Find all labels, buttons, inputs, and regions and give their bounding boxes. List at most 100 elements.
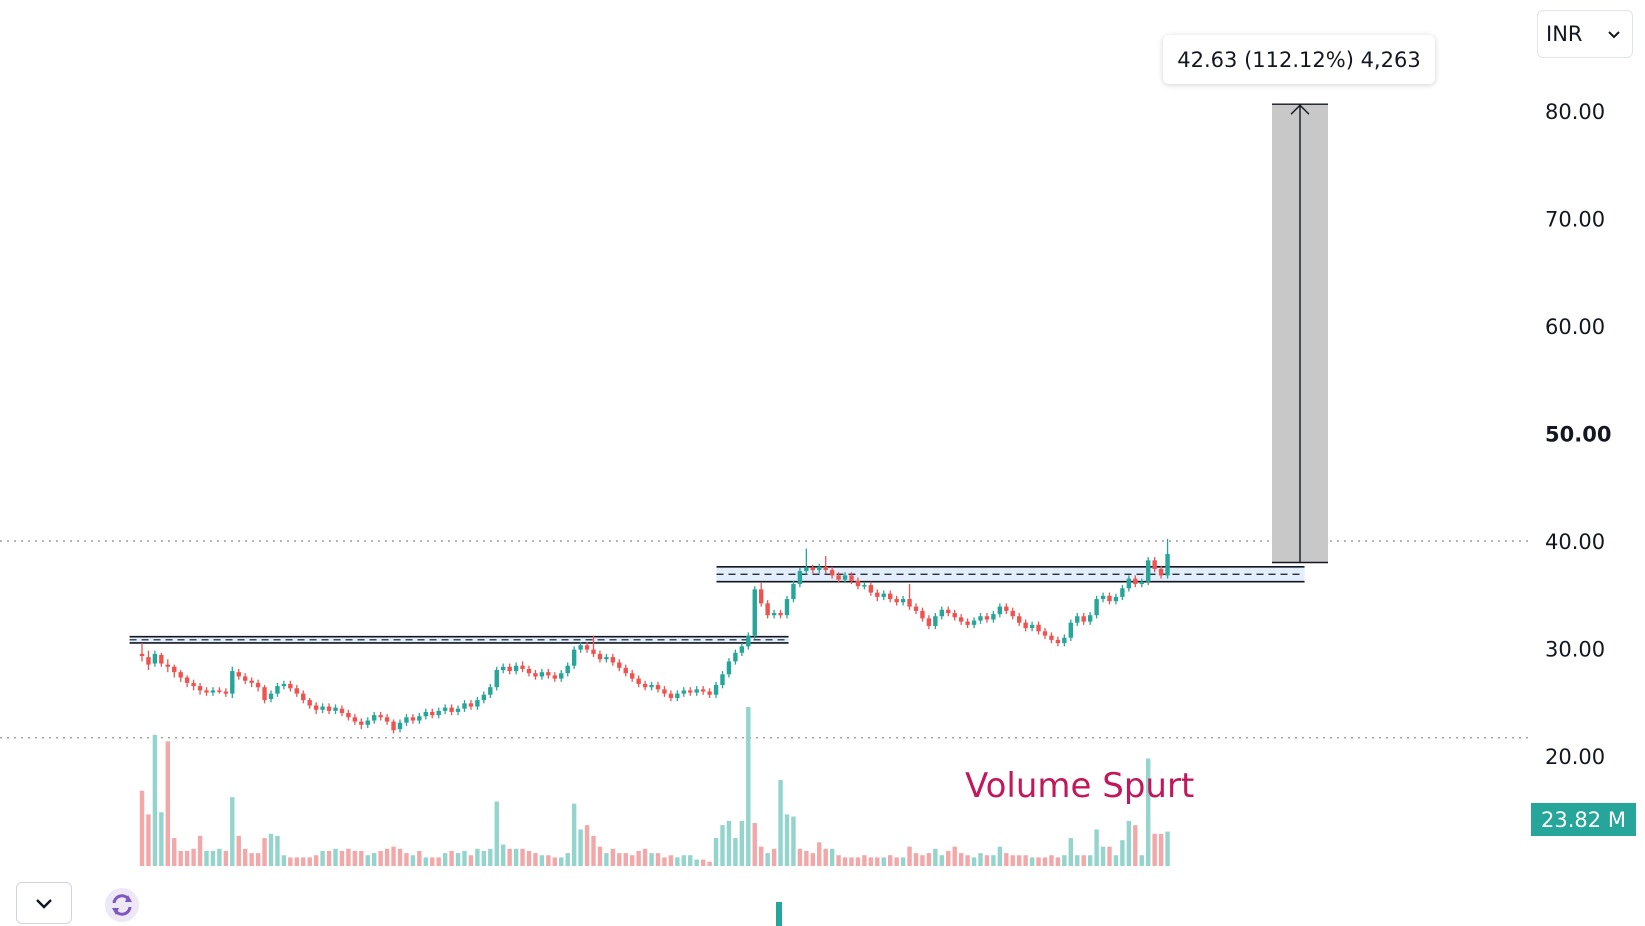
- candle-body: [900, 599, 906, 603]
- candle-body: [372, 715, 377, 721]
- candle-body: [423, 711, 428, 717]
- volume-bar: [1158, 833, 1164, 866]
- volume-bar: [333, 848, 338, 866]
- currency-select[interactable]: INR: [1537, 10, 1633, 58]
- y-tick-label: 70.00: [1545, 208, 1605, 232]
- candle-body: [1158, 568, 1164, 576]
- candles: [139, 538, 1170, 734]
- volume-bar: [475, 848, 480, 866]
- candle-body: [888, 593, 893, 600]
- price-range-measure[interactable]: [1272, 103, 1328, 564]
- volume-bar: [249, 853, 254, 866]
- volume-bar: [1049, 855, 1054, 866]
- volume-bar: [720, 825, 725, 866]
- volume-bar: [765, 853, 770, 866]
- volume-bar: [913, 853, 919, 866]
- candle-body: [630, 673, 635, 679]
- volume-bar: [481, 850, 487, 866]
- volume-bar: [810, 853, 815, 866]
- volume-bar: [752, 823, 757, 866]
- candle-body: [707, 691, 712, 695]
- candle-body: [1023, 622, 1028, 629]
- volume-bar: [900, 857, 906, 866]
- candle-body: [636, 678, 641, 684]
- volume-bar: [378, 850, 383, 866]
- candle-body: [455, 708, 461, 712]
- candle-body: [978, 616, 983, 621]
- volume-bar: [971, 857, 977, 866]
- volume-bar: [713, 838, 719, 866]
- volume-bar: [855, 857, 861, 866]
- candle-body: [842, 575, 848, 580]
- volume-bar: [430, 857, 435, 866]
- volume-bar: [539, 855, 545, 866]
- volume-bar: [759, 846, 764, 866]
- candle-body: [346, 713, 351, 718]
- volume-bar: [939, 855, 944, 866]
- volume-bar: [494, 801, 499, 866]
- candle-body: [333, 707, 338, 711]
- scroll-marker[interactable]: [776, 902, 782, 926]
- volume-bar: [313, 855, 319, 866]
- candle-body: [1029, 624, 1035, 629]
- volume-bar: [1139, 855, 1144, 866]
- volume-bar: [610, 848, 616, 866]
- candle-body: [894, 599, 899, 603]
- volume-bar: [546, 855, 551, 866]
- candle-body: [559, 673, 564, 679]
- volume-bar: [372, 853, 377, 866]
- candle-body: [642, 683, 648, 688]
- volume-bar: [1146, 758, 1151, 866]
- candle-body: [1107, 595, 1112, 602]
- candle-body: [655, 685, 661, 690]
- volume-bar: [1068, 838, 1073, 866]
- candle-body: [1017, 616, 1022, 623]
- candle-body: [320, 706, 325, 710]
- y-tick-label: 20.00: [1545, 745, 1605, 769]
- candle-body: [468, 703, 474, 707]
- collapse-button[interactable]: [16, 882, 72, 924]
- candle-body: [604, 657, 609, 660]
- volume-bar: [1081, 855, 1086, 866]
- volume-bar: [946, 850, 951, 866]
- volume-bar: [649, 853, 654, 866]
- resistance-zones[interactable]: [129, 565, 1305, 644]
- volume-bar: [559, 857, 564, 866]
- measure-arrow-head: [1290, 104, 1310, 115]
- candle-body: [913, 606, 919, 611]
- candle-body: [1049, 635, 1054, 640]
- volume-bar: [655, 853, 661, 866]
- volume-bar: [952, 846, 957, 866]
- volume-bar: [1029, 857, 1035, 866]
- volume-bar: [578, 829, 583, 866]
- volume-bar: [417, 850, 422, 866]
- candle-body: [991, 614, 996, 620]
- volume-bar: [359, 850, 364, 866]
- volume-bar: [184, 850, 190, 866]
- refresh-icon: [105, 888, 139, 922]
- volume-badge: 23.82 M: [1531, 803, 1636, 836]
- y-tick-label: 30.00: [1545, 638, 1605, 662]
- volume-bar: [165, 741, 170, 866]
- candle-body: [797, 571, 803, 584]
- candle-body: [178, 672, 183, 678]
- volume-bar: [1004, 853, 1009, 866]
- volume-bar: [526, 850, 532, 866]
- volume-bar: [423, 857, 428, 866]
- refresh-button[interactable]: [102, 885, 142, 925]
- volume-bar: [501, 844, 506, 866]
- candle-body: [488, 687, 493, 695]
- volume-bar: [365, 855, 370, 866]
- candle-body: [662, 689, 667, 694]
- volume-bar: [178, 850, 183, 866]
- volume-bar: [1075, 855, 1080, 866]
- volume-bar: [384, 848, 390, 866]
- candle-body: [720, 674, 725, 686]
- volume-bar: [294, 857, 299, 866]
- candle-body: [746, 635, 751, 647]
- candle-body: [326, 706, 332, 711]
- volume-bar: [933, 848, 938, 866]
- chevron-down-icon: [36, 899, 52, 909]
- volume-bar: [442, 853, 448, 866]
